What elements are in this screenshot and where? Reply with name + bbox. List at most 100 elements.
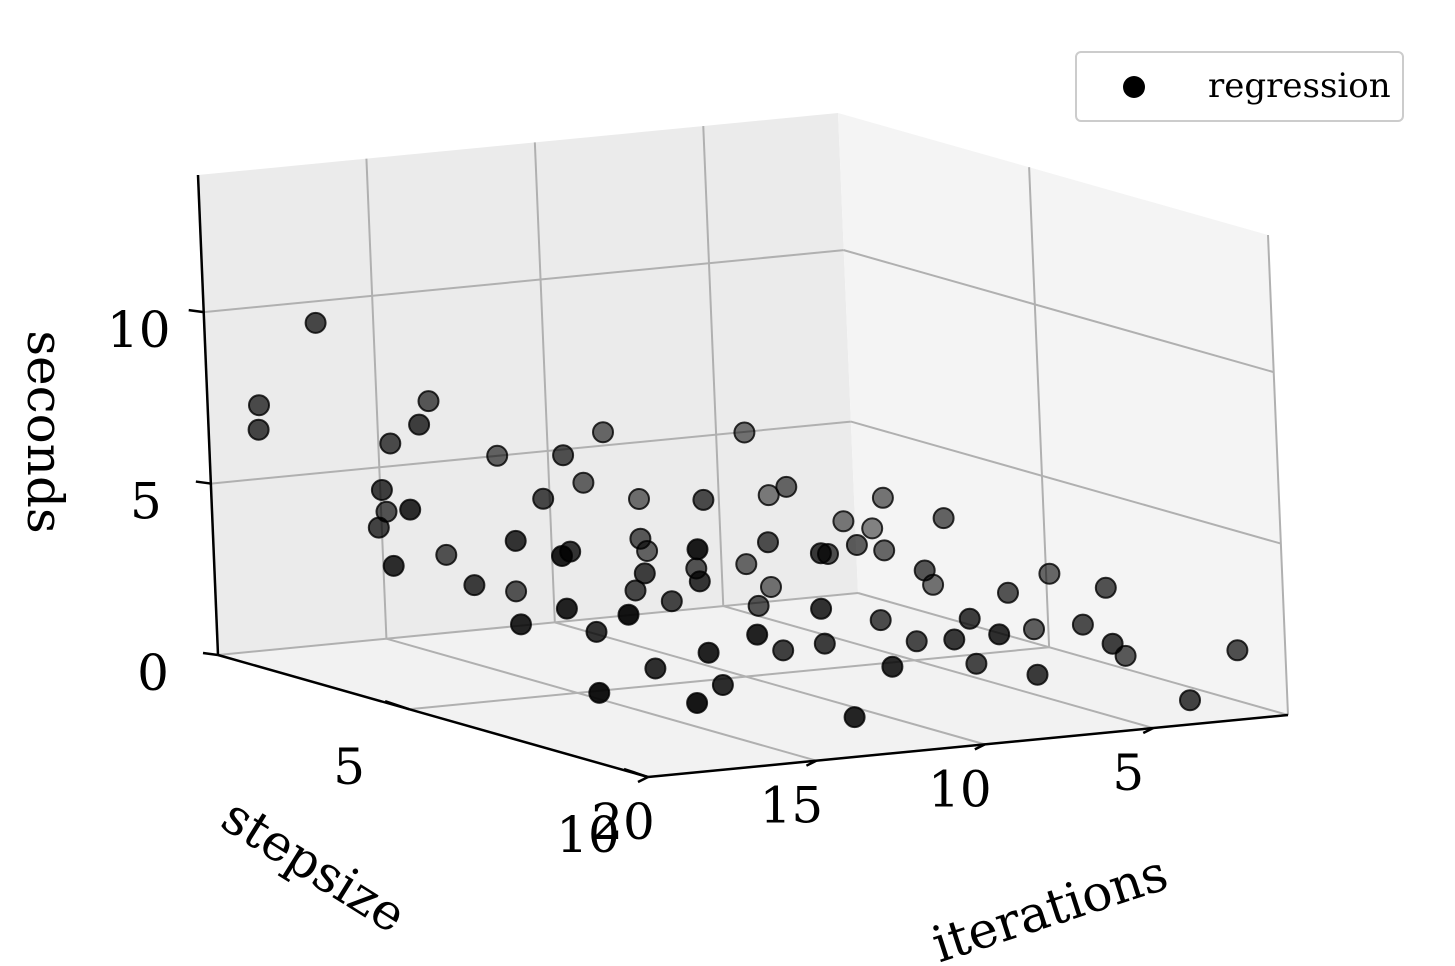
- x-tick-label: 15: [760, 777, 824, 835]
- data-point: [588, 681, 611, 704]
- data-point: [617, 603, 640, 626]
- data-point: [248, 394, 270, 417]
- data-point: [809, 542, 832, 565]
- z-tick-label: 10: [107, 301, 171, 359]
- axis-panes: [198, 113, 1288, 777]
- data-point: [572, 471, 595, 494]
- y-tick-label: 10: [556, 806, 620, 864]
- data-point: [881, 655, 904, 678]
- data-point: [810, 597, 833, 620]
- data-point: [551, 545, 573, 567]
- data-point: [504, 529, 527, 552]
- left-wall-pane: [198, 113, 858, 655]
- data-point: [697, 641, 720, 664]
- data-point: [1179, 689, 1201, 712]
- y-tick: [384, 700, 410, 711]
- data-point: [746, 623, 769, 646]
- data-point: [813, 632, 836, 655]
- data-point: [486, 444, 509, 467]
- data-point: [1026, 663, 1049, 686]
- x-tick: [637, 775, 649, 784]
- data-point: [843, 706, 866, 729]
- data-point: [532, 487, 555, 510]
- data-point: [304, 311, 327, 334]
- x-tick: [1142, 726, 1154, 735]
- right-wall-pane: [838, 113, 1288, 715]
- data-point: [760, 576, 782, 598]
- data-point: [965, 652, 988, 675]
- data-point: [408, 413, 431, 436]
- data-point: [735, 553, 758, 576]
- x-grid-line: [702, 126, 725, 607]
- data-point: [660, 590, 683, 613]
- data-point: [379, 432, 402, 455]
- data-point: [1023, 618, 1045, 641]
- data-point: [775, 475, 798, 498]
- z-tick-label: 0: [137, 644, 169, 702]
- z-grid-line: [850, 420, 1282, 545]
- x-tick-label: 5: [1112, 744, 1144, 802]
- x-grid-line: [365, 158, 388, 639]
- x-grid-line: [554, 621, 986, 746]
- data-point: [747, 594, 770, 617]
- legend-frame: [1075, 51, 1404, 122]
- data-point: [628, 488, 650, 510]
- data-point: [733, 421, 756, 444]
- floor-pane: [218, 593, 1288, 777]
- data-point: [1226, 639, 1249, 662]
- data-point: [585, 620, 608, 643]
- data-point: [757, 484, 780, 507]
- data-point: [435, 543, 458, 566]
- data-point: [367, 516, 390, 539]
- x-grid-line: [722, 605, 1154, 730]
- data-point: [861, 517, 884, 540]
- y-grid-line: [1267, 234, 1289, 716]
- z-grid-line: [203, 249, 844, 314]
- data-point: [832, 510, 855, 533]
- z-grid-line: [843, 249, 1274, 374]
- z-grid-line: [857, 592, 1289, 716]
- x-axis-line: [647, 713, 1289, 779]
- y-axis-line: [217, 653, 649, 779]
- data-point: [688, 570, 711, 593]
- data-point: [686, 692, 709, 714]
- data-point: [505, 580, 528, 603]
- data-point: [869, 609, 892, 632]
- z-tick: [202, 651, 219, 657]
- data-point: [1038, 562, 1061, 585]
- y-tick-label: 5: [333, 738, 365, 796]
- data-point: [382, 554, 405, 577]
- tick-marks: [188, 308, 1154, 784]
- z-axis-line: [196, 174, 220, 656]
- data-point: [629, 527, 652, 550]
- data-point: [552, 444, 575, 467]
- y-tick: [623, 767, 649, 779]
- data-points: [247, 311, 1249, 729]
- data-point: [417, 390, 440, 413]
- data-point: [932, 507, 955, 530]
- data-point: [644, 657, 667, 680]
- data-point: [692, 488, 715, 511]
- x-tick: [974, 743, 986, 751]
- x-grid-line: [533, 142, 556, 623]
- data-point: [913, 559, 936, 582]
- legend-label: regression: [1208, 66, 1391, 106]
- tick-labels: 5 10 15 20 5 10 0 5 10: [107, 301, 1144, 864]
- axis-lines: [196, 174, 1289, 779]
- data-point: [1101, 632, 1124, 655]
- z-tick: [188, 308, 204, 314]
- x-axis-title: iterations: [925, 844, 1174, 966]
- data-point: [905, 630, 928, 653]
- x-tick-label: 20: [591, 793, 655, 851]
- data-point: [757, 531, 779, 554]
- data-point: [1094, 576, 1117, 599]
- data-point: [943, 628, 966, 651]
- data-point: [624, 579, 647, 602]
- data-point: [873, 539, 896, 562]
- z-tick-label: 5: [130, 473, 162, 531]
- data-point: [592, 421, 614, 444]
- data-point: [772, 639, 795, 662]
- z-tick: [195, 480, 212, 485]
- legend: regression: [1075, 51, 1404, 122]
- x-tick: [805, 759, 817, 767]
